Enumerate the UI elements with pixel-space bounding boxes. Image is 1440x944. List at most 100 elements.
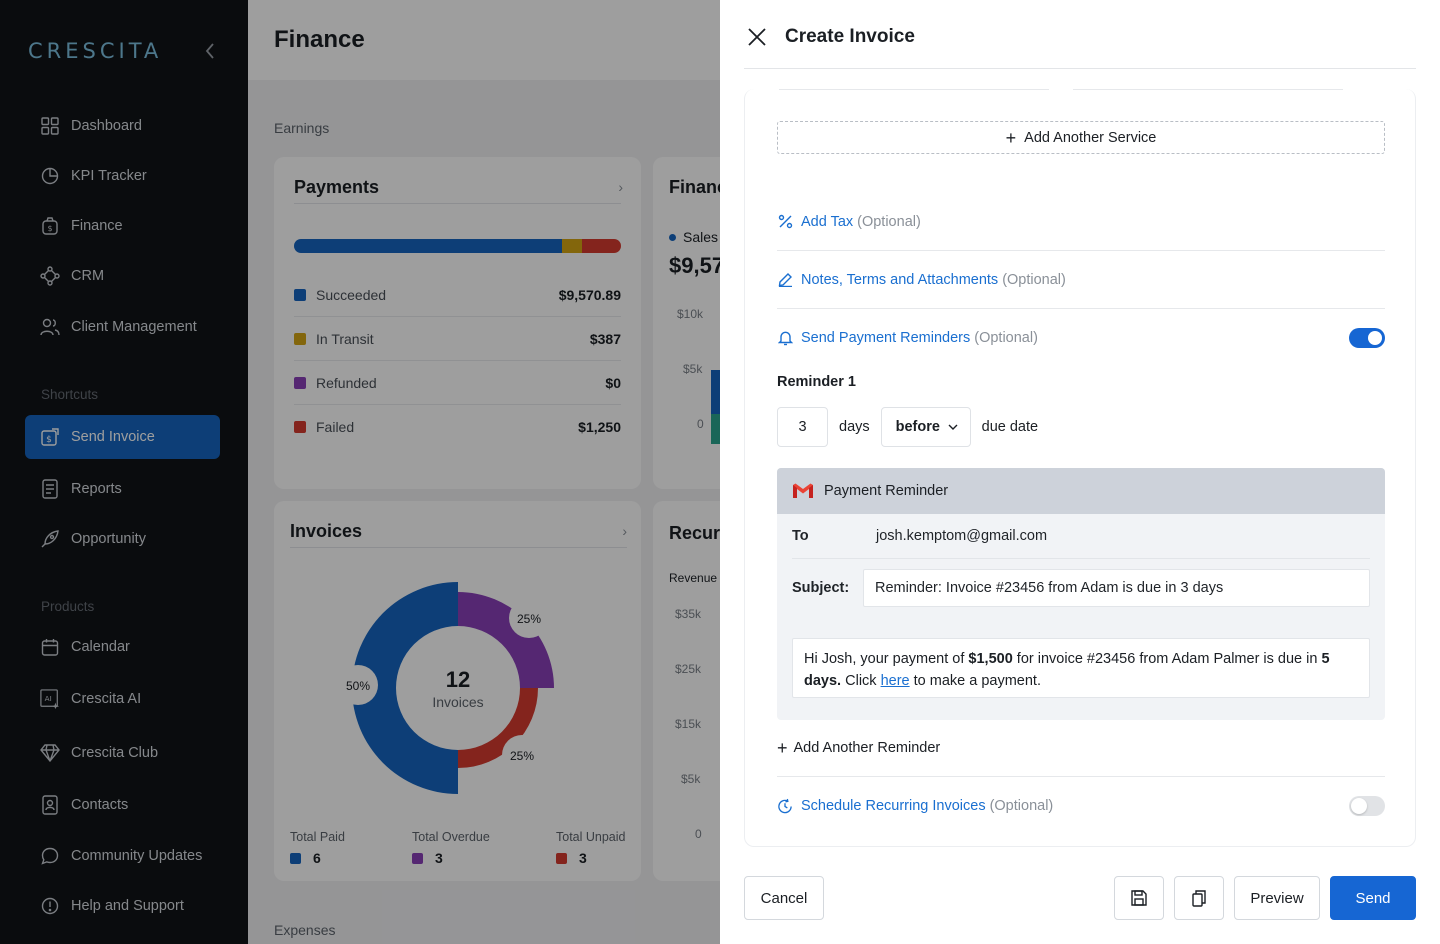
swatch (290, 852, 301, 864)
payments-card: Payments › Succeeded $9,570.89 In Transi… (274, 157, 641, 489)
y-tick: $5k (683, 362, 703, 376)
chevron-right-icon[interactable]: › (622, 523, 627, 539)
payment-link[interactable]: here (880, 673, 910, 689)
cancel-button[interactable]: Cancel (744, 876, 824, 920)
sidebar-item-community-updates[interactable]: Community Updates (25, 834, 220, 878)
plus-icon: + (1005, 127, 1017, 148)
sidebar-item-crescita-club[interactable]: Crescita Club (25, 731, 220, 775)
invoices-title: Invoices (290, 521, 363, 541)
body-text: for invoice #23456 from Adam Palmer is d… (1012, 651, 1322, 667)
y-tick: $35k (675, 607, 702, 621)
add-another-service-button[interactable]: + Add Another Service (777, 121, 1385, 154)
recurring-invoices-toggle[interactable] (1349, 796, 1385, 816)
payments-title: Payments (294, 177, 380, 197)
sidebar-item-label: Crescita Club (71, 745, 159, 761)
swatch (412, 852, 423, 864)
optional-label: (Optional) (989, 798, 1054, 814)
pencil-icon (777, 272, 793, 288)
create-invoice-drawer: Create Invoice + Add Another Service Add… (720, 0, 1440, 944)
help-icon (40, 896, 60, 916)
timing-value: before (895, 419, 940, 435)
payment-reminders-link[interactable]: Send Payment Reminders (801, 330, 971, 346)
email-body-input[interactable]: Hi Josh, your payment of $1,500 for invo… (792, 638, 1370, 698)
divider (294, 203, 621, 204)
sidebar-item-crescita-ai[interactable]: AI Crescita AI (25, 677, 220, 721)
collapse-sidebar-button[interactable] (200, 41, 220, 61)
plus-icon: + (777, 738, 788, 758)
add-tax-row[interactable]: Add Tax (Optional) (777, 193, 1385, 251)
sidebar-item-finance[interactable]: $ Finance (25, 204, 220, 248)
subject-input[interactable]: Reminder: Invoice #23456 from Adam is du… (863, 569, 1370, 607)
duplicate-button[interactable] (1174, 876, 1224, 920)
notes-terms-row[interactable]: Notes, Terms and Attachments (Optional) (777, 251, 1385, 309)
legend-total-overdue: Total Overdue 3 (412, 830, 490, 866)
send-button[interactable]: Send (1330, 876, 1416, 920)
sidebar-item-calendar[interactable]: Calendar (25, 625, 220, 669)
sidebar-item-help-and-support[interactable]: Help and Support (25, 884, 220, 928)
sidebar-item-opportunity[interactable]: Opportunity (25, 517, 220, 561)
bar-segment-succeeded (294, 239, 563, 253)
invoice-icon: $ (40, 427, 60, 447)
bell-icon (777, 330, 793, 346)
body-text: to make a payment. (909, 673, 1041, 689)
donut-slice (352, 582, 458, 794)
y-tick: 0 (695, 827, 702, 841)
main-content: Finance Earnings Payments › Succeeded $9… (248, 0, 720, 944)
sidebar-item-reports[interactable]: Reports (25, 467, 220, 511)
reminder-days-input[interactable]: 3 (777, 407, 828, 447)
slice-label-bubble (509, 598, 549, 638)
sidebar-item-send-invoice[interactable]: $ Send Invoice (25, 415, 220, 459)
finance-card-title: Finance (669, 177, 720, 197)
payment-reminders-row: Send Payment Reminders (Optional) (777, 309, 1385, 367)
save-draft-button[interactable] (1114, 876, 1164, 920)
payment-amount: $387 (589, 330, 621, 347)
logo: CRESCITA (28, 39, 163, 63)
close-button[interactable] (744, 22, 770, 52)
y-tick: 0 (697, 417, 704, 431)
payment-row: Failed $1,250 (294, 405, 621, 449)
subject-label: Subject: (792, 580, 850, 596)
legend-value: 6 (313, 850, 321, 866)
timing-select[interactable]: before (880, 407, 971, 447)
main-header: Finance (248, 0, 720, 80)
sidebar-item-client-management[interactable]: Client Management (25, 305, 220, 349)
add-reminder-label: Add Another Reminder (793, 740, 941, 756)
optional-label: (Optional) (857, 213, 921, 230)
legend-value: 3 (435, 850, 443, 866)
drawer-header: Create Invoice (744, 22, 1416, 69)
payment-amount: $9,570.89 (558, 286, 621, 303)
chevron-right-icon[interactable]: › (618, 179, 623, 195)
sidebar-item-contacts[interactable]: Contacts (25, 783, 220, 827)
sidebar-item-label: Reports (71, 481, 122, 497)
service-fields-edge (779, 89, 1343, 91)
shortcuts-label: Shortcuts (41, 387, 99, 402)
swatch (669, 233, 676, 241)
sidebar-item-dashboard[interactable]: Dashboard (25, 104, 220, 148)
body-text: Click (841, 673, 881, 689)
finance-card: Finance Sales $9,57 $10k $5k 0 (653, 157, 720, 489)
email-subject-row: Subject: Reminder: Invoice #23456 from A… (792, 569, 1370, 607)
rocket-icon (40, 529, 60, 549)
y-tick: $25k (675, 662, 702, 676)
to-label: To (792, 528, 809, 544)
notes-terms-link[interactable]: Notes, Terms and Attachments (801, 271, 999, 288)
grid-icon (40, 116, 60, 136)
preview-button[interactable]: Preview (1234, 876, 1320, 920)
payment-reminders-toggle[interactable] (1349, 328, 1385, 348)
reminder-title: Reminder 1 (777, 374, 856, 390)
add-another-reminder-button[interactable]: + Add Another Reminder (777, 739, 940, 757)
sidebar-item-label: Finance (71, 218, 123, 234)
sidebar-item-kpi-tracker[interactable]: KPI Tracker (25, 154, 220, 198)
bar-segment (711, 370, 720, 414)
toggle-knob (1351, 798, 1367, 814)
invoices-card: Invoices › 50% 25% 25% 12 Invoices Total… (274, 501, 641, 881)
money-bag-icon: $ (40, 216, 60, 236)
body-days: 5 days. (804, 651, 1330, 689)
recurring-invoices-link[interactable]: Schedule Recurring Invoices (801, 798, 986, 814)
bar-segment-failed (581, 239, 621, 253)
sidebar-item-label: Send Invoice (71, 429, 155, 445)
sidebar-item-crm[interactable]: CRM (25, 254, 220, 298)
sales-value: $9,57 (669, 253, 720, 278)
expenses-label: Expenses (274, 922, 336, 938)
add-tax-link[interactable]: Add Tax (801, 213, 854, 230)
